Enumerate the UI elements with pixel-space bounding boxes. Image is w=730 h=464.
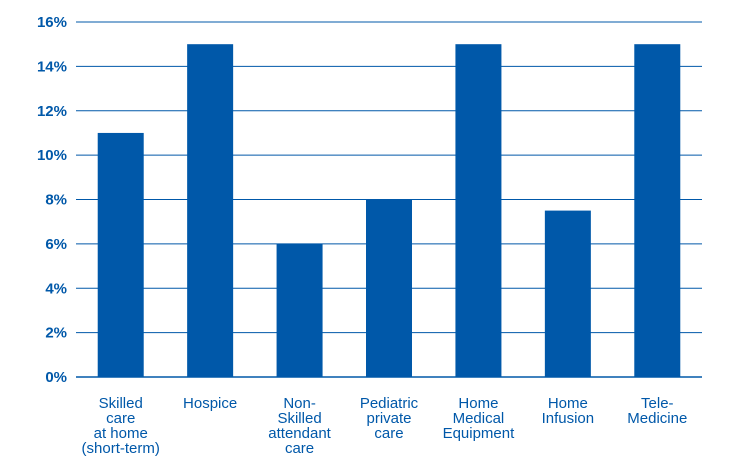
bar <box>97 132 144 377</box>
x-category-label-line: Pediatric <box>360 395 419 412</box>
x-category-label-line: attendant <box>268 425 331 442</box>
x-category-label-line: Skilled <box>99 395 143 412</box>
x-category-label-line: Home <box>548 395 588 412</box>
bar <box>276 243 323 377</box>
bar <box>187 44 234 377</box>
x-category-label-line: Equipment <box>443 425 516 442</box>
x-category-label: Non-Skilled attendant care <box>268 395 331 457</box>
bar <box>455 44 502 377</box>
x-category-label-line: Home <box>458 395 498 412</box>
x-category-label-line: (short-term) <box>82 440 160 457</box>
x-category-label: Pediatric private care <box>360 395 419 442</box>
y-tick-label: 14% <box>37 58 67 75</box>
x-category-label-line: care <box>374 425 403 442</box>
y-axis-ticks: 0% 2% 4% 6% 8% 10% 12% 14% 16% <box>37 14 67 386</box>
x-category-label-line: Medicine <box>627 410 687 427</box>
bar <box>366 199 412 377</box>
x-category-label-line: care <box>106 410 135 427</box>
x-category-label: Tele-Medicine <box>627 395 687 427</box>
y-tick-label: 8% <box>45 192 67 209</box>
x-category-label: Home Medical Equipment <box>443 395 516 442</box>
y-tick-label: 16% <box>37 14 67 31</box>
y-tick-label: 0% <box>45 369 67 386</box>
y-tick-label: 10% <box>37 147 67 164</box>
y-tick-label: 4% <box>45 280 67 297</box>
y-tick-label: 2% <box>45 325 67 342</box>
x-category-label-line: Non- <box>283 395 316 412</box>
x-category-label-line: Medical <box>453 410 505 427</box>
x-category-label-line: at home <box>94 425 148 442</box>
x-category-label-line: Infusion <box>542 410 595 427</box>
x-category-label: Home Infusion <box>542 395 595 427</box>
x-category-label: Hospice <box>183 395 237 412</box>
bar <box>544 210 591 377</box>
bars <box>97 44 681 377</box>
x-category-label-line: Tele- <box>641 395 674 412</box>
y-tick-label: 12% <box>37 103 67 120</box>
x-category-label: Skilled care at home (short-term) <box>82 395 160 457</box>
x-axis-category-labels: Skilled care at home (short-term)Hospice Non… <box>82 395 688 457</box>
y-tick-label: 6% <box>45 236 67 253</box>
x-category-label-line: Hospice <box>183 395 237 412</box>
x-category-label-line: private <box>366 410 411 427</box>
x-category-label-line: care <box>285 440 314 457</box>
x-category-label-line: Skilled <box>277 410 321 427</box>
bar <box>634 44 681 377</box>
